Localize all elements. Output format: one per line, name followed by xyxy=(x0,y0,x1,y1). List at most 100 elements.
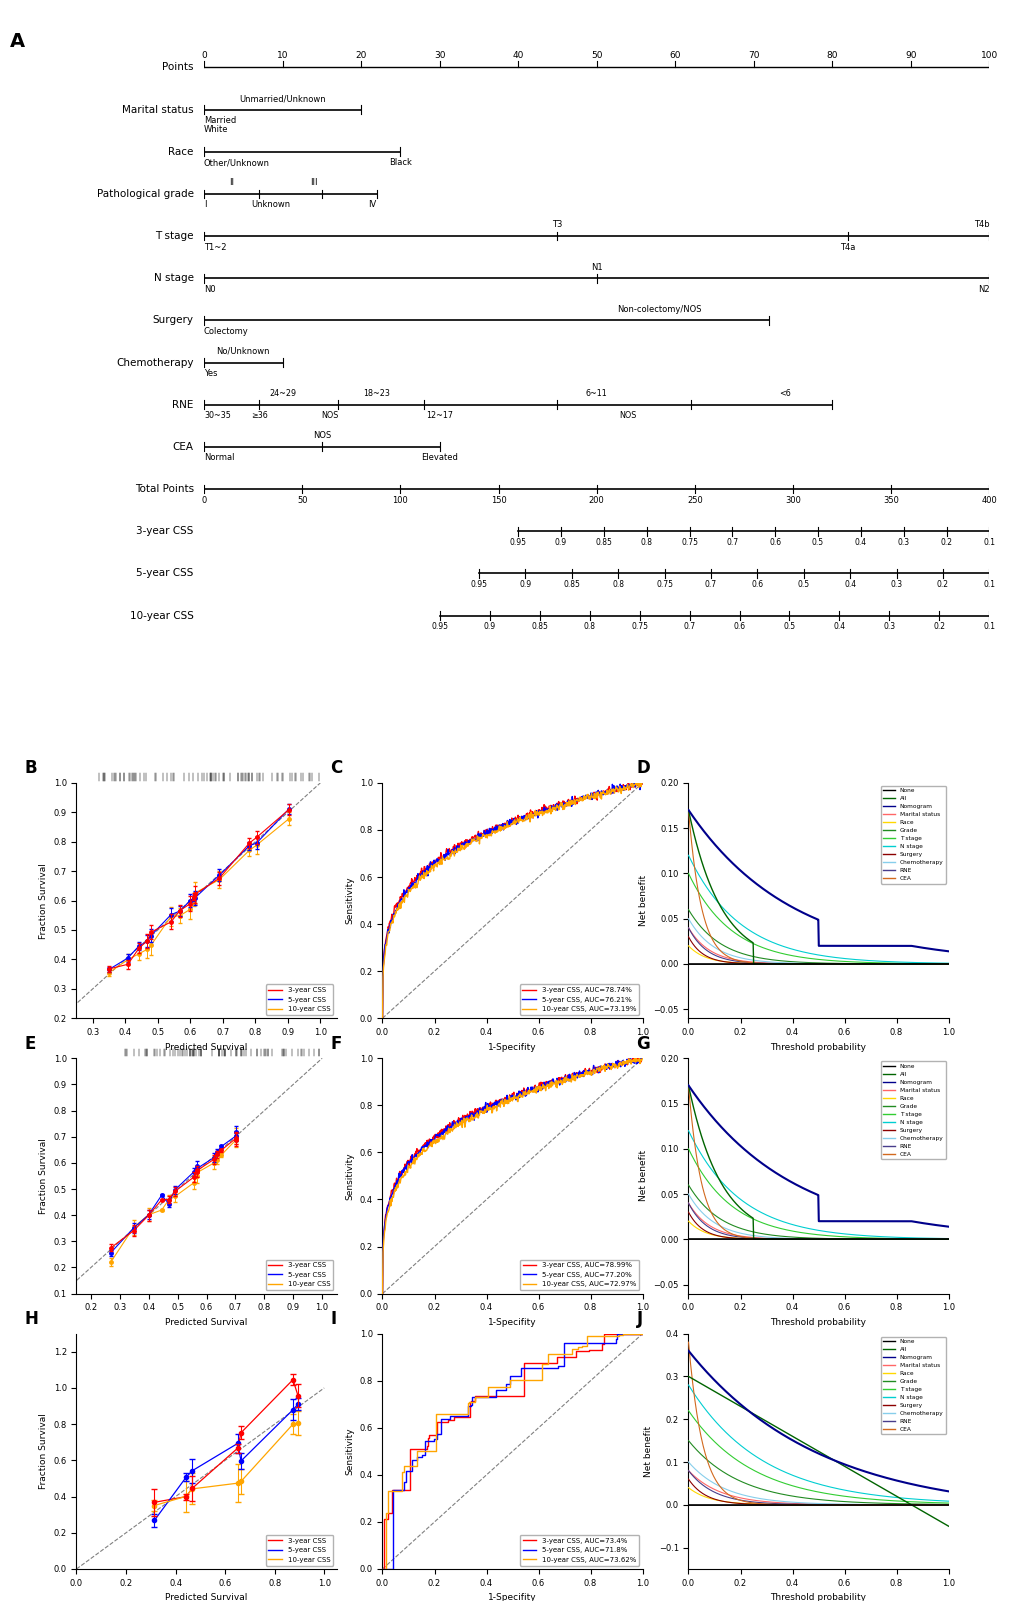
10-year CSS, AUC=72.97% xyxy=(517,1082,529,1101)
RNE xyxy=(822,1495,835,1515)
Text: 24~29: 24~29 xyxy=(269,389,296,399)
All xyxy=(682,1076,694,1095)
Text: 30: 30 xyxy=(433,51,445,59)
Text: 0.95: 0.95 xyxy=(470,580,487,589)
Text: No/Unknown: No/Unknown xyxy=(216,347,270,355)
3-year CSS, AUC=73.4% xyxy=(591,1340,603,1359)
RNE xyxy=(807,954,819,973)
X-axis label: Threshold probability: Threshold probability xyxy=(769,1042,866,1052)
3-year CSS, AUC=73.4% xyxy=(441,1412,453,1431)
All xyxy=(807,954,819,973)
All xyxy=(806,954,818,973)
Marital status xyxy=(935,1230,948,1249)
Text: 0.85: 0.85 xyxy=(531,623,547,631)
RNE xyxy=(805,1495,817,1515)
Text: 0.6: 0.6 xyxy=(768,538,781,548)
Text: 5-year CSS: 5-year CSS xyxy=(137,568,194,578)
CEA xyxy=(942,1230,954,1249)
RNE xyxy=(942,954,954,973)
Text: CEA: CEA xyxy=(172,442,194,451)
Text: 0: 0 xyxy=(201,51,207,59)
Surgery xyxy=(895,1495,907,1515)
Marital status xyxy=(895,1495,907,1515)
RNE xyxy=(682,917,694,937)
Grade xyxy=(682,1175,694,1194)
RNE xyxy=(837,1230,849,1249)
10-year CSS, AUC=73.19% xyxy=(630,776,642,796)
Chemotherapy xyxy=(805,1230,817,1249)
Text: Marital status: Marital status xyxy=(122,104,194,115)
Text: 100: 100 xyxy=(980,51,997,59)
Text: 350: 350 xyxy=(882,496,899,504)
5-year CSS, AUC=71.8% xyxy=(469,1388,481,1407)
Text: 0.9: 0.9 xyxy=(519,580,531,589)
Race xyxy=(822,1230,835,1249)
5-year CSS, AUC=76.21% xyxy=(499,817,512,836)
T stage xyxy=(837,1486,849,1505)
CEA xyxy=(805,1230,817,1249)
Nomogram xyxy=(807,1183,819,1202)
Surgery xyxy=(682,1202,694,1222)
N stage xyxy=(807,945,819,964)
10-year CSS, AUC=73.62% xyxy=(636,1324,648,1343)
Text: NOS: NOS xyxy=(313,431,330,440)
Nomogram xyxy=(942,941,954,961)
RNE xyxy=(935,1230,948,1249)
Surgery xyxy=(807,954,819,973)
Nomogram xyxy=(935,1217,948,1236)
Line: Grade: Grade xyxy=(688,1441,948,1505)
N stage xyxy=(822,1478,835,1497)
Surgery xyxy=(807,1495,819,1515)
Marital status xyxy=(837,1495,849,1515)
Text: Race: Race xyxy=(168,147,194,157)
10-year CSS, AUC=72.97% xyxy=(628,1049,640,1068)
Chemotherapy xyxy=(682,1452,694,1471)
10-year CSS, AUC=73.19% xyxy=(626,773,638,792)
Line: 10-year CSS, AUC=73.19%: 10-year CSS, AUC=73.19% xyxy=(382,783,642,1018)
N stage xyxy=(935,1230,948,1249)
Chemotherapy xyxy=(682,909,694,929)
CEA xyxy=(837,1230,849,1249)
X-axis label: Predicted Survival: Predicted Survival xyxy=(165,1042,248,1052)
CEA xyxy=(942,954,954,973)
3-year CSS, AUC=78.99% xyxy=(517,1084,529,1103)
Marital status xyxy=(942,1495,954,1515)
All xyxy=(896,954,908,973)
5-year CSS, AUC=71.8% xyxy=(533,1359,545,1378)
Text: III: III xyxy=(310,178,317,187)
Text: D: D xyxy=(636,759,649,778)
Text: 50: 50 xyxy=(297,496,307,504)
Race xyxy=(895,1495,907,1515)
N stage xyxy=(935,954,948,973)
Chemotherapy xyxy=(822,1230,835,1249)
N stage xyxy=(942,954,954,973)
Surgery xyxy=(822,1495,835,1515)
CEA xyxy=(805,954,817,973)
Text: 0.85: 0.85 xyxy=(562,580,580,589)
10-year CSS, AUC=72.97% xyxy=(589,1061,601,1081)
RNE xyxy=(807,1495,819,1515)
Nomogram xyxy=(942,1483,954,1502)
X-axis label: 1-Specifity: 1-Specifity xyxy=(488,1318,536,1327)
Marital status xyxy=(822,1495,835,1515)
Text: Unmarried/Unknown: Unmarried/Unknown xyxy=(239,94,325,102)
10-year CSS, AUC=73.62% xyxy=(593,1327,605,1346)
10-year CSS, AUC=73.62% xyxy=(376,1559,388,1579)
Race xyxy=(682,1478,694,1497)
Text: 0.3: 0.3 xyxy=(897,538,909,548)
Text: 0.4: 0.4 xyxy=(854,538,866,548)
Text: <6: <6 xyxy=(779,389,791,399)
5-year CSS, AUC=71.8% xyxy=(610,1324,623,1343)
Text: 0.75: 0.75 xyxy=(681,538,697,548)
Legend: None, All, Nomogram, Marital status, Race, Grade, T stage, N stage, Surgery, Che: None, All, Nomogram, Marital status, Rac… xyxy=(880,1061,945,1159)
Race xyxy=(935,954,948,973)
Text: T4a: T4a xyxy=(840,243,855,251)
10-year CSS, AUC=73.62% xyxy=(616,1324,629,1343)
Line: Chemotherapy: Chemotherapy xyxy=(688,919,948,964)
Line: T stage: T stage xyxy=(688,874,948,964)
RNE xyxy=(935,1495,948,1515)
Legend: None, All, Nomogram, Marital status, Race, Grade, T stage, N stage, Surgery, Che: None, All, Nomogram, Marital status, Rac… xyxy=(880,786,945,884)
Y-axis label: Net benefit: Net benefit xyxy=(643,1426,652,1476)
Marital status xyxy=(935,1495,948,1515)
Chemotherapy xyxy=(837,954,849,973)
